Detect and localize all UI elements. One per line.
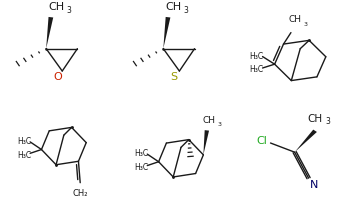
Polygon shape bbox=[163, 18, 170, 49]
Text: CH: CH bbox=[307, 114, 323, 124]
Polygon shape bbox=[203, 131, 209, 155]
Text: 3: 3 bbox=[184, 6, 189, 15]
Text: H₃C: H₃C bbox=[17, 150, 31, 159]
Text: H₃C: H₃C bbox=[17, 136, 31, 145]
Text: H₃C: H₃C bbox=[249, 65, 263, 74]
Text: S: S bbox=[170, 72, 177, 82]
Polygon shape bbox=[46, 18, 53, 49]
Text: 3: 3 bbox=[304, 22, 308, 27]
Text: 3: 3 bbox=[218, 121, 222, 126]
Polygon shape bbox=[295, 130, 317, 152]
Text: O: O bbox=[53, 72, 62, 82]
Text: CH: CH bbox=[202, 115, 215, 124]
Text: 3: 3 bbox=[66, 6, 71, 15]
Text: N: N bbox=[310, 179, 318, 189]
Text: CH: CH bbox=[288, 15, 301, 24]
Text: 3: 3 bbox=[326, 117, 331, 126]
Text: H₃C: H₃C bbox=[134, 148, 148, 157]
Text: CH: CH bbox=[166, 2, 182, 12]
Text: Cl: Cl bbox=[256, 135, 267, 145]
Text: CH: CH bbox=[49, 2, 65, 12]
Text: H₃C: H₃C bbox=[249, 51, 263, 60]
Text: CH₂: CH₂ bbox=[72, 188, 88, 197]
Text: H₃C: H₃C bbox=[134, 162, 148, 171]
